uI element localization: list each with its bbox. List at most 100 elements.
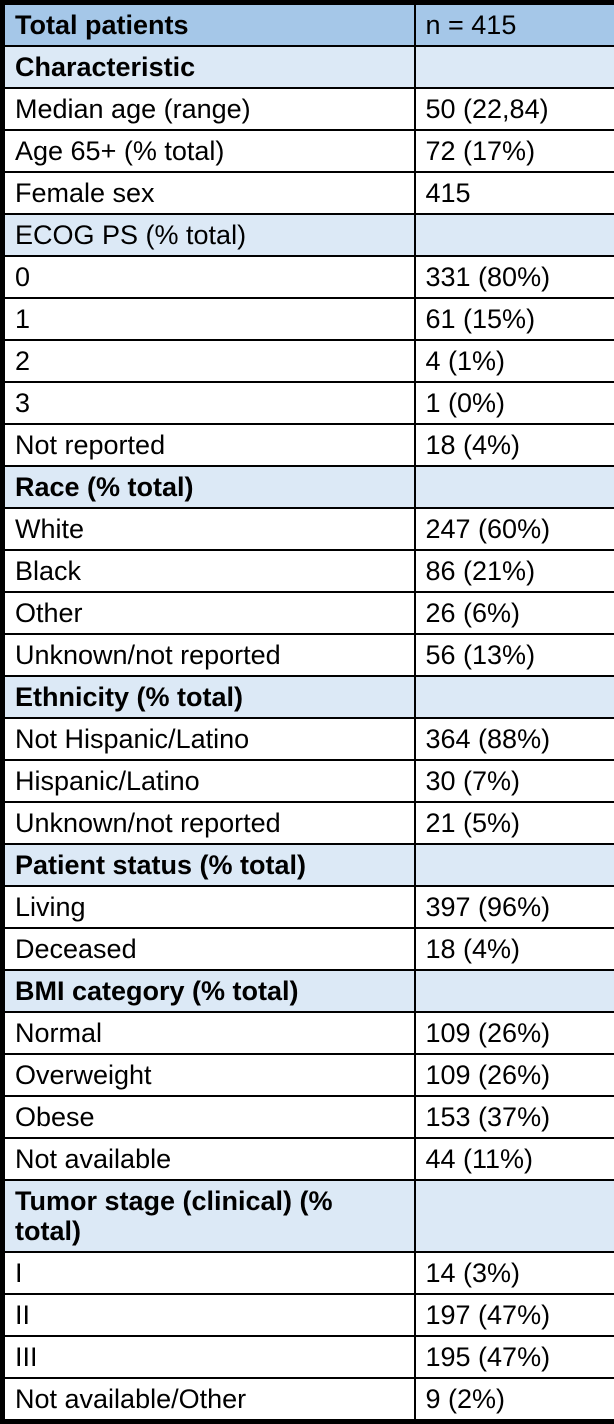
value-cell: n = 415 <box>415 3 614 47</box>
characteristic-label: Unknown/not reported <box>3 802 415 844</box>
value-cell: 247 (60%) <box>415 508 614 550</box>
characteristic-label: Deceased <box>3 928 415 970</box>
section-label: Patient status (% total) <box>3 844 415 886</box>
value-cell: 86 (21%) <box>415 550 614 592</box>
value-cell: 50 (22,84) <box>415 88 614 130</box>
value-cell: 18 (4%) <box>415 928 614 970</box>
characteristic-label: White <box>3 508 415 550</box>
table-row: Median age (range)50 (22,84) <box>3 88 614 130</box>
value-cell: 18 (4%) <box>415 424 614 466</box>
value-cell: 30 (7%) <box>415 760 614 802</box>
value-cell: 61 (15%) <box>415 298 614 340</box>
characteristic-label: Living <box>3 886 415 928</box>
section-header-row: ECOG PS (% total) <box>3 214 614 256</box>
characteristic-label: 1 <box>3 298 415 340</box>
value-cell <box>415 46 614 88</box>
value-cell: 72 (17%) <box>415 130 614 172</box>
section-header-row: Ethnicity (% total) <box>3 676 614 718</box>
characteristic-label: Age 65+ (% total) <box>3 130 415 172</box>
characteristic-label: Not available/Other <box>3 1378 415 1422</box>
value-cell: 109 (26%) <box>415 1054 614 1096</box>
characteristic-label: 2 <box>3 340 415 382</box>
value-cell: 9 (2%) <box>415 1378 614 1422</box>
section-header-row: BMI category (% total) <box>3 970 614 1012</box>
characteristic-label: Normal <box>3 1012 415 1054</box>
section-header-row: Characteristic <box>3 46 614 88</box>
characteristic-label: Not Hispanic/Latino <box>3 718 415 760</box>
value-cell: 21 (5%) <box>415 802 614 844</box>
characteristic-label: Obese <box>3 1096 415 1138</box>
characteristic-label: Unknown/not reported <box>3 634 415 676</box>
value-cell: 197 (47%) <box>415 1294 614 1336</box>
section-label: Characteristic <box>3 46 415 88</box>
value-cell: 153 (37%) <box>415 1096 614 1138</box>
value-cell: 26 (6%) <box>415 592 614 634</box>
value-cell <box>415 1180 614 1252</box>
characteristic-label: Overweight <box>3 1054 415 1096</box>
value-cell: 195 (47%) <box>415 1336 614 1378</box>
characteristic-label: 3 <box>3 382 415 424</box>
section-label: Race (% total) <box>3 466 415 508</box>
value-cell <box>415 676 614 718</box>
value-cell: 397 (96%) <box>415 886 614 928</box>
characteristic-label: Black <box>3 550 415 592</box>
characteristic-label: I <box>3 1252 415 1294</box>
characteristic-label: II <box>3 1294 415 1336</box>
characteristic-label: 0 <box>3 256 415 298</box>
value-cell: 44 (11%) <box>415 1138 614 1180</box>
value-cell <box>415 970 614 1012</box>
value-cell: 109 (26%) <box>415 1012 614 1054</box>
section-header-row: Patient status (% total) <box>3 844 614 886</box>
section-label: Total patients <box>3 3 415 47</box>
value-cell <box>415 466 614 508</box>
section-label: BMI category (% total) <box>3 970 415 1012</box>
value-cell: 1 (0%) <box>415 382 614 424</box>
value-cell <box>415 844 614 886</box>
characteristic-label: Not reported <box>3 424 415 466</box>
characteristic-label: Other <box>3 592 415 634</box>
section-header-row: Tumor stage (clinical) (% total) <box>3 1180 614 1252</box>
section-label: Tumor stage (clinical) (% total) <box>3 1180 415 1252</box>
value-cell <box>415 214 614 256</box>
section-header-row: Race (% total) <box>3 466 614 508</box>
value-cell: 4 (1%) <box>415 340 614 382</box>
value-cell: 364 (88%) <box>415 718 614 760</box>
characteristic-label: Hispanic/Latino <box>3 760 415 802</box>
characteristic-label: Female sex <box>3 172 415 214</box>
value-cell: 14 (3%) <box>415 1252 614 1294</box>
value-cell: 56 (13%) <box>415 634 614 676</box>
value-cell: 331 (80%) <box>415 256 614 298</box>
section-label: Ethnicity (% total) <box>3 676 415 718</box>
characteristic-label: Not available <box>3 1138 415 1180</box>
section-label: ECOG PS (% total) <box>3 214 415 256</box>
value-cell: 415 <box>415 172 614 214</box>
characteristic-label: III <box>3 1336 415 1378</box>
